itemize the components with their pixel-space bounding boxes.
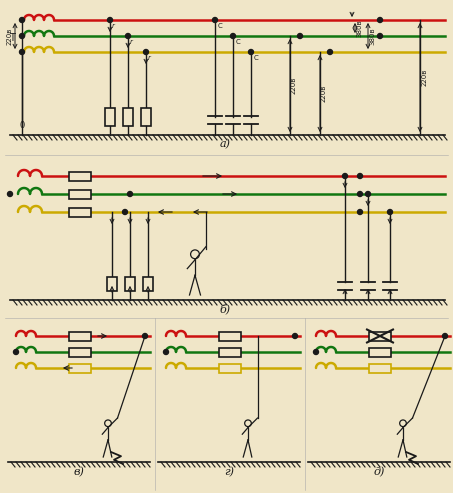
Circle shape <box>164 350 169 354</box>
Bar <box>69 348 91 356</box>
Circle shape <box>8 191 13 197</box>
Text: T: T <box>9 33 15 43</box>
Bar <box>219 331 241 341</box>
Bar <box>369 363 391 373</box>
Text: 220в: 220в <box>291 77 297 94</box>
Circle shape <box>107 17 112 23</box>
Circle shape <box>377 34 382 38</box>
Bar <box>69 331 91 341</box>
Text: 380в: 380в <box>369 27 375 45</box>
Circle shape <box>328 49 333 55</box>
Bar <box>125 277 135 291</box>
Bar <box>69 208 91 216</box>
Text: C: C <box>254 55 259 61</box>
Text: r: r <box>112 23 115 29</box>
Circle shape <box>143 333 148 339</box>
Circle shape <box>298 34 303 38</box>
Bar <box>69 189 91 199</box>
Circle shape <box>377 17 382 23</box>
Circle shape <box>293 333 298 339</box>
Circle shape <box>212 17 217 23</box>
Bar <box>69 363 91 373</box>
Circle shape <box>122 210 127 214</box>
Text: r: r <box>130 39 133 45</box>
Circle shape <box>342 174 347 178</box>
Circle shape <box>19 34 24 38</box>
Bar <box>369 348 391 356</box>
Text: г): г) <box>224 467 234 477</box>
Text: 220в: 220в <box>422 69 428 86</box>
Text: C: C <box>236 39 241 45</box>
Text: в): в) <box>73 467 84 477</box>
Text: C: C <box>218 23 223 29</box>
Bar <box>141 108 151 126</box>
Circle shape <box>366 191 371 197</box>
Text: r: r <box>148 55 151 61</box>
Circle shape <box>249 49 254 55</box>
Circle shape <box>387 210 392 214</box>
Circle shape <box>313 350 318 354</box>
Bar <box>107 277 117 291</box>
Bar <box>369 331 391 341</box>
Bar <box>105 108 115 126</box>
Circle shape <box>231 34 236 38</box>
Text: д): д) <box>373 467 385 477</box>
Circle shape <box>357 174 362 178</box>
Bar <box>123 108 133 126</box>
Text: б): б) <box>219 303 231 314</box>
Circle shape <box>19 17 24 23</box>
Circle shape <box>127 191 132 197</box>
Circle shape <box>125 34 130 38</box>
Circle shape <box>443 333 448 339</box>
Bar <box>143 277 153 291</box>
Text: 220в: 220в <box>321 85 327 102</box>
Text: 0: 0 <box>19 121 24 130</box>
Circle shape <box>14 350 19 354</box>
Circle shape <box>144 49 149 55</box>
Bar <box>69 172 91 180</box>
Circle shape <box>357 191 362 197</box>
Text: 380в: 380в <box>356 19 362 37</box>
Text: 220в: 220в <box>7 27 13 45</box>
Bar <box>219 363 241 373</box>
Circle shape <box>19 49 24 55</box>
Bar <box>219 348 241 356</box>
Text: a): a) <box>220 139 231 149</box>
Circle shape <box>357 210 362 214</box>
